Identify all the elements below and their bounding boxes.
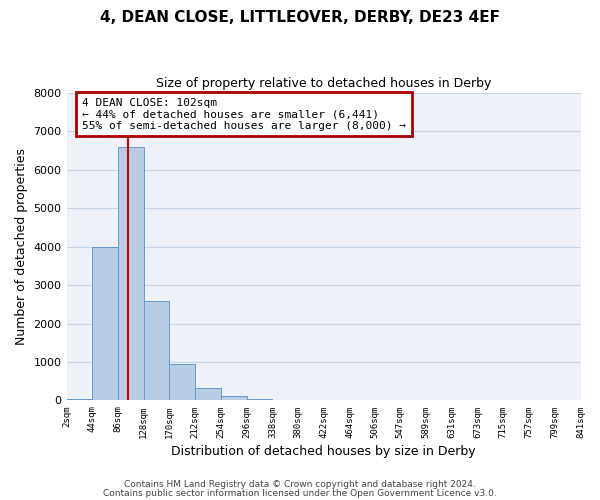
Y-axis label: Number of detached properties: Number of detached properties bbox=[15, 148, 28, 345]
Title: Size of property relative to detached houses in Derby: Size of property relative to detached ho… bbox=[156, 78, 491, 90]
Bar bbox=[144, 300, 169, 400]
Bar bbox=[221, 396, 247, 400]
Bar bbox=[195, 388, 221, 400]
Bar bbox=[67, 398, 92, 400]
Text: Contains HM Land Registry data © Crown copyright and database right 2024.: Contains HM Land Registry data © Crown c… bbox=[124, 480, 476, 489]
Bar bbox=[247, 398, 272, 400]
X-axis label: Distribution of detached houses by size in Derby: Distribution of detached houses by size … bbox=[171, 444, 476, 458]
Text: Contains public sector information licensed under the Open Government Licence v3: Contains public sector information licen… bbox=[103, 488, 497, 498]
Bar bbox=[92, 246, 118, 400]
Text: 4 DEAN CLOSE: 102sqm
← 44% of detached houses are smaller (6,441)
55% of semi-de: 4 DEAN CLOSE: 102sqm ← 44% of detached h… bbox=[82, 98, 406, 131]
Bar bbox=[169, 364, 195, 401]
Text: 4, DEAN CLOSE, LITTLEOVER, DERBY, DE23 4EF: 4, DEAN CLOSE, LITTLEOVER, DERBY, DE23 4… bbox=[100, 10, 500, 25]
Bar bbox=[118, 147, 144, 401]
